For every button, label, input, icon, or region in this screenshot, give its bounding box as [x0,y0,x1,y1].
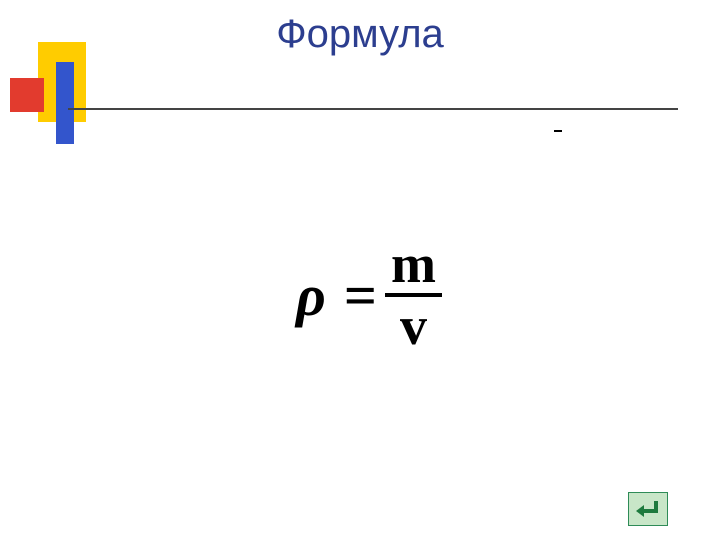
formula-denominator: v [394,297,433,353]
density-formula: ρ = m v [258,230,480,360]
slide-title: Формула [0,12,720,57]
formula-equals: = [336,262,385,329]
formula-numerator: m [385,237,442,293]
decor-blue [56,62,74,144]
formula-fraction: m v [385,237,442,353]
decor-red [10,78,44,112]
formula-rho: ρ [296,262,336,329]
return-button[interactable] [628,492,668,526]
return-icon [634,498,662,520]
slide: Формула ρ = m v [0,0,720,540]
horizontal-rule [68,108,678,110]
small-dash [554,130,562,132]
